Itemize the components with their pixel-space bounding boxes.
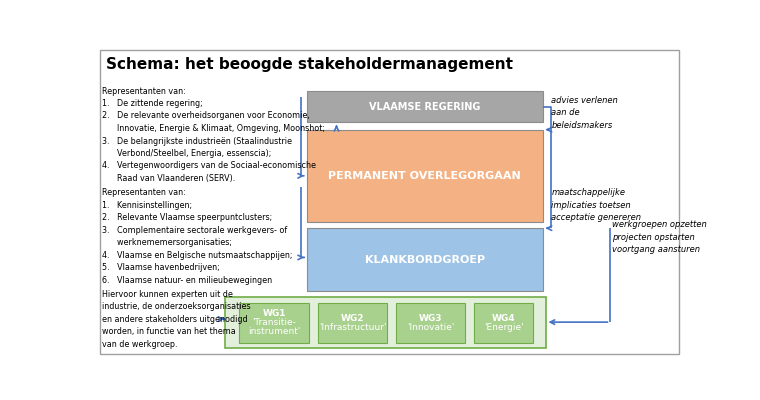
Text: 'Innovatie': 'Innovatie' bbox=[407, 323, 454, 332]
Text: KLANKBORDGROEP: KLANKBORDGROEP bbox=[365, 255, 485, 265]
FancyBboxPatch shape bbox=[474, 303, 534, 343]
FancyBboxPatch shape bbox=[307, 91, 543, 122]
Text: werkgroepen opzetten
projecten opstarten
voortgang aansturen: werkgroepen opzetten projecten opstarten… bbox=[612, 220, 707, 254]
Text: advies verlenen
aan de
beleidsmakers: advies verlenen aan de beleidsmakers bbox=[552, 96, 618, 130]
Text: instrument': instrument' bbox=[248, 328, 300, 336]
FancyBboxPatch shape bbox=[239, 303, 309, 343]
Text: 'Infrastructuur': 'Infrastructuur' bbox=[318, 323, 386, 332]
FancyBboxPatch shape bbox=[100, 50, 679, 354]
Text: Hiervoor kunnen experten uit de
industrie, de onderzoeksorganisaties
en andere s: Hiervoor kunnen experten uit de industri… bbox=[102, 290, 251, 349]
Text: WG2: WG2 bbox=[340, 314, 364, 323]
Text: 'Transitie-: 'Transitie- bbox=[252, 318, 296, 327]
FancyBboxPatch shape bbox=[307, 130, 543, 222]
Text: WG4: WG4 bbox=[492, 314, 515, 323]
FancyBboxPatch shape bbox=[318, 303, 387, 343]
Text: Schema: het beoogde stakeholdermanagement: Schema: het beoogde stakeholdermanagemen… bbox=[106, 57, 512, 72]
Text: PERMANENT OVERLEGORGAAN: PERMANENT OVERLEGORGAAN bbox=[328, 171, 521, 181]
Text: VLAAMSE REGERING: VLAAMSE REGERING bbox=[369, 102, 480, 112]
Text: maatschappelijke
implicaties toetsen
acceptatie genereren: maatschappelijke implicaties toetsen acc… bbox=[552, 188, 641, 222]
Text: Representanten van:
1.   Kennisinstellingen;
2.   Relevante Vlaamse speerpuntclu: Representanten van: 1. Kennisinstellinge… bbox=[102, 188, 293, 285]
Text: Representanten van:
1.   De zittende regering;
2.   De relevante overheidsorgane: Representanten van: 1. De zittende reger… bbox=[102, 86, 325, 183]
FancyBboxPatch shape bbox=[225, 298, 546, 348]
Text: WG3: WG3 bbox=[419, 314, 442, 323]
Text: WG1: WG1 bbox=[262, 309, 286, 318]
FancyBboxPatch shape bbox=[307, 228, 543, 291]
FancyBboxPatch shape bbox=[396, 303, 465, 343]
Text: 'Energie': 'Energie' bbox=[484, 323, 524, 332]
